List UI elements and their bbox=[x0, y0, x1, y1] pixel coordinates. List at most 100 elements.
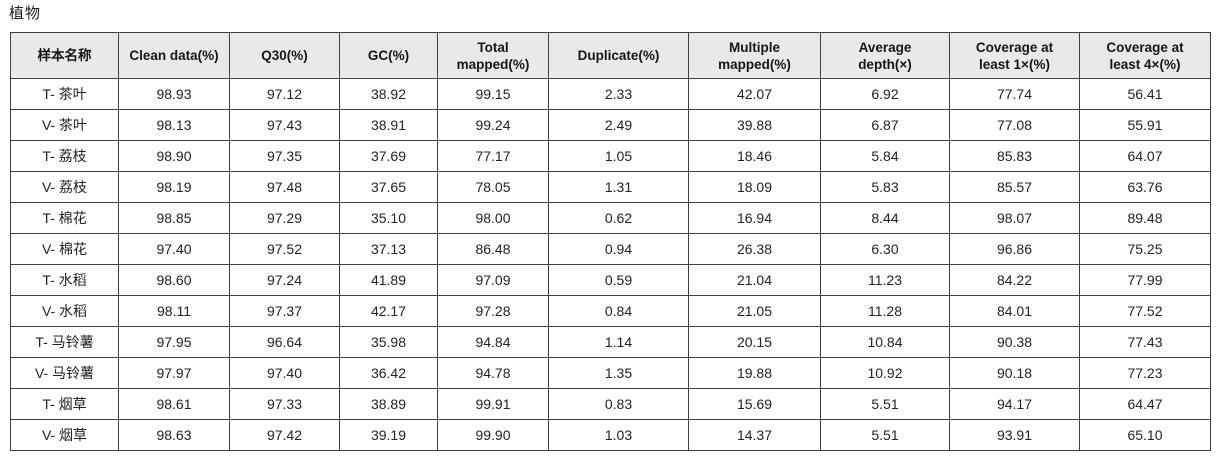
sample-name-cell: V- 茶叶 bbox=[10, 109, 119, 141]
column-header: Clean data(%) bbox=[118, 32, 230, 79]
value-cell: 96.86 bbox=[949, 233, 1080, 265]
table-row: T- 水稻 98.60 97.24 41.89 97.09 0.59 21.04 11.23 8… bbox=[10, 264, 1211, 296]
value-cell: 5.51 bbox=[820, 419, 950, 451]
value-cell: 97.35 bbox=[229, 140, 340, 172]
table-row: V- 烟草 98.63 97.42 39.19 99.90 1.03 14.37 5.51 93… bbox=[10, 419, 1211, 451]
value-cell: 35.98 bbox=[339, 326, 438, 358]
column-header: Coverage at least 1×(%) bbox=[949, 32, 1080, 79]
value-cell: 97.37 bbox=[229, 295, 340, 327]
value-cell: 97.12 bbox=[229, 78, 340, 110]
sample-name-cell: T- 棉花 bbox=[10, 202, 119, 234]
value-cell: 38.91 bbox=[339, 109, 438, 141]
column-header: Coverage at least 4×(%) bbox=[1079, 32, 1211, 79]
value-cell: 0.83 bbox=[548, 388, 689, 420]
value-cell: 98.61 bbox=[118, 388, 230, 420]
table-row: T- 棉花 98.85 97.29 35.10 98.00 0.62 16.94 8.44 98… bbox=[10, 202, 1211, 234]
value-cell: 0.62 bbox=[548, 202, 689, 234]
table-row: V- 棉花 97.40 97.52 37.13 86.48 0.94 26.38 6.30 96… bbox=[10, 233, 1211, 265]
page-title: 植物 bbox=[9, 5, 42, 22]
value-cell: 10.92 bbox=[820, 357, 950, 389]
value-cell: 1.14 bbox=[548, 326, 689, 358]
value-cell: 15.69 bbox=[688, 388, 821, 420]
value-cell: 97.95 bbox=[118, 326, 230, 358]
value-cell: 77.08 bbox=[949, 109, 1080, 141]
value-cell: 6.92 bbox=[820, 78, 950, 110]
table-body: T- 茶叶 98.93 97.12 38.92 99.15 2.33 42.07 6.92 77… bbox=[10, 78, 1211, 451]
column-header: Duplicate(%) bbox=[548, 32, 689, 79]
value-cell: 6.87 bbox=[820, 109, 950, 141]
value-cell: 1.35 bbox=[548, 357, 689, 389]
value-cell: 10.84 bbox=[820, 326, 950, 358]
table-row: V- 荔枝 98.19 97.48 37.65 78.05 1.31 18.09 5.83 85… bbox=[10, 171, 1211, 203]
value-cell: 97.28 bbox=[437, 295, 549, 327]
value-cell: 97.52 bbox=[229, 233, 340, 265]
value-cell: 11.28 bbox=[820, 295, 950, 327]
value-cell: 18.46 bbox=[688, 140, 821, 172]
value-cell: 98.00 bbox=[437, 202, 549, 234]
value-cell: 98.90 bbox=[118, 140, 230, 172]
value-cell: 39.19 bbox=[339, 419, 438, 451]
value-cell: 94.78 bbox=[437, 357, 549, 389]
value-cell: 18.09 bbox=[688, 171, 821, 203]
value-cell: 99.90 bbox=[437, 419, 549, 451]
value-cell: 97.09 bbox=[437, 264, 549, 296]
value-cell: 98.13 bbox=[118, 109, 230, 141]
table-row: T- 马铃薯 97.95 96.64 35.98 94.84 1.14 20.15 10.84… bbox=[10, 326, 1211, 358]
value-cell: 8.44 bbox=[820, 202, 950, 234]
value-cell: 89.48 bbox=[1079, 202, 1211, 234]
value-cell: 38.89 bbox=[339, 388, 438, 420]
value-cell: 5.51 bbox=[820, 388, 950, 420]
value-cell: 98.63 bbox=[118, 419, 230, 451]
value-cell: 21.05 bbox=[688, 295, 821, 327]
value-cell: 93.91 bbox=[949, 419, 1080, 451]
value-cell: 5.84 bbox=[820, 140, 950, 172]
value-cell: 85.57 bbox=[949, 171, 1080, 203]
value-cell: 77.23 bbox=[1079, 357, 1211, 389]
value-cell: 84.22 bbox=[949, 264, 1080, 296]
value-cell: 98.11 bbox=[118, 295, 230, 327]
value-cell: 99.24 bbox=[437, 109, 549, 141]
table-row: V- 水稻 98.11 97.37 42.17 97.28 0.84 21.05 11.28 8… bbox=[10, 295, 1211, 327]
value-cell: 97.24 bbox=[229, 264, 340, 296]
sample-name-cell: T- 水稻 bbox=[10, 264, 119, 296]
value-cell: 16.94 bbox=[688, 202, 821, 234]
value-cell: 6.30 bbox=[820, 233, 950, 265]
value-cell: 99.91 bbox=[437, 388, 549, 420]
value-cell: 1.05 bbox=[548, 140, 689, 172]
value-cell: 2.49 bbox=[548, 109, 689, 141]
value-cell: 85.83 bbox=[949, 140, 1080, 172]
value-cell: 98.19 bbox=[118, 171, 230, 203]
value-cell: 98.85 bbox=[118, 202, 230, 234]
value-cell: 38.92 bbox=[339, 78, 438, 110]
column-header: GC(%) bbox=[339, 32, 438, 79]
value-cell: 84.01 bbox=[949, 295, 1080, 327]
table-header-row: 样本名称 Clean data(%) Q30(%) GC(%) Total mapped… bbox=[10, 32, 1211, 79]
value-cell: 98.93 bbox=[118, 78, 230, 110]
value-cell: 97.42 bbox=[229, 419, 340, 451]
value-cell: 0.84 bbox=[548, 295, 689, 327]
value-cell: 63.76 bbox=[1079, 171, 1211, 203]
value-cell: 21.04 bbox=[688, 264, 821, 296]
value-cell: 39.88 bbox=[688, 109, 821, 141]
value-cell: 36.42 bbox=[339, 357, 438, 389]
table-header: 样本名称 Clean data(%) Q30(%) GC(%) Total mapped… bbox=[10, 32, 1211, 79]
value-cell: 97.48 bbox=[229, 171, 340, 203]
sample-name-cell: T- 荔枝 bbox=[10, 140, 119, 172]
table-row: T- 烟草 98.61 97.33 38.89 99.91 0.83 15.69 5.51 94… bbox=[10, 388, 1211, 420]
value-cell: 97.33 bbox=[229, 388, 340, 420]
table-row: V- 茶叶 98.13 97.43 38.91 99.24 2.49 39.88 6.87 77… bbox=[10, 109, 1211, 141]
value-cell: 64.07 bbox=[1079, 140, 1211, 172]
column-header: Average depth(×) bbox=[820, 32, 950, 79]
value-cell: 97.40 bbox=[118, 233, 230, 265]
sample-name-cell: V- 水稻 bbox=[10, 295, 119, 327]
value-cell: 98.07 bbox=[949, 202, 1080, 234]
column-header: Multiple mapped(%) bbox=[688, 32, 821, 79]
table-row: V- 马铃薯 97.97 97.40 36.42 94.78 1.35 19.88 10.92… bbox=[10, 357, 1211, 389]
value-cell: 94.84 bbox=[437, 326, 549, 358]
value-cell: 19.88 bbox=[688, 357, 821, 389]
sample-stats-table: 样本名称 Clean data(%) Q30(%) GC(%) Total mapped… bbox=[10, 32, 1211, 451]
value-cell: 97.43 bbox=[229, 109, 340, 141]
value-cell: 35.10 bbox=[339, 202, 438, 234]
value-cell: 77.74 bbox=[949, 78, 1080, 110]
